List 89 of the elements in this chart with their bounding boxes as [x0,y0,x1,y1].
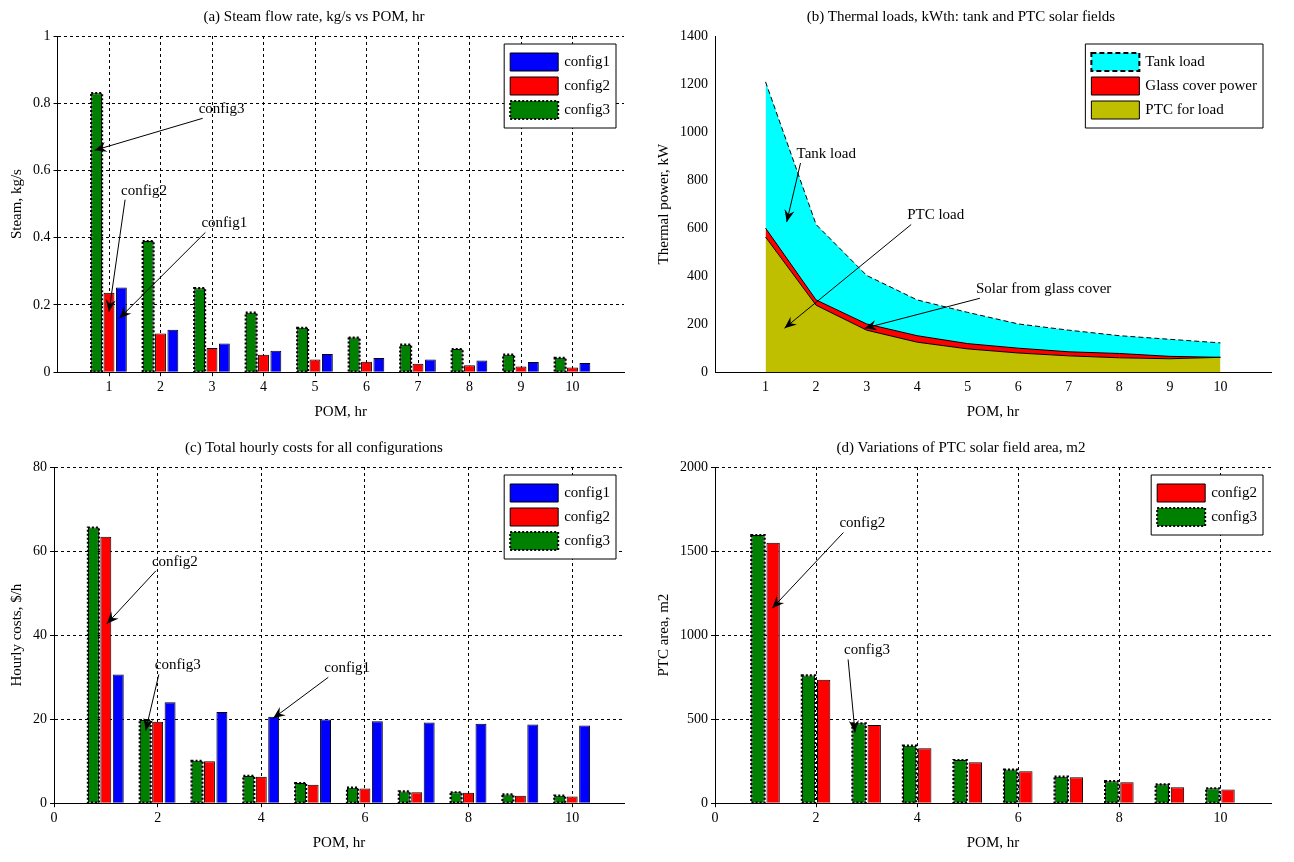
y-tick-label: 2000 [680,458,708,474]
legend-label: config2 [564,76,611,93]
x-tick-label: 8 [1115,379,1123,395]
legend-label: config2 [564,507,611,524]
x-tick-label: 2 [154,810,162,826]
x-tick-label: 10 [565,810,580,826]
y-tick-label: 600 [687,219,708,235]
x-axis-title: POM, hr [966,833,1020,850]
x-tick-label: 2 [812,379,820,395]
x-tick-label: 8 [1115,810,1123,826]
y-axis-title: Hourly costs, $/h [7,583,24,687]
legend-label: config1 [564,483,611,500]
x-tick-label: 6 [1014,379,1022,395]
y-tick-label: 1000 [680,626,708,642]
annotation: config2 [151,552,198,569]
legend-label: config3 [1211,507,1258,524]
annotation: config2 [121,181,167,198]
annotation: config3 [198,100,245,117]
x-tick-label: 7 [1065,379,1073,395]
y-tick-label: 40 [33,626,47,642]
legend-label: Tank load [1145,52,1206,69]
legend-label: config3 [564,100,611,117]
x-tick-label: 7 [414,379,422,395]
y-tick-label: 800 [687,171,708,187]
x-tick-label: 10 [565,379,580,395]
y-tick-label: 1000 [680,123,708,139]
x-axis-title: POM, hr [312,833,366,850]
y-axis-title: Thermal power, kW [654,142,671,265]
y-tick-label: 500 [687,710,708,726]
y-tick-label: 0 [701,794,708,810]
chart-title: (b) Thermal loads, kWth: tank and PTC solar fields [806,7,1116,25]
annotation: config3 [154,656,201,673]
x-tick-label: 8 [466,379,473,395]
x-tick-label: 6 [363,379,370,395]
x-tick-label: 9 [1166,379,1174,395]
y-tick-label: 1500 [680,542,708,558]
y-tick-label: 0.2 [33,296,51,312]
x-tick-label: 4 [913,379,921,395]
x-tick-label: 3 [208,379,216,395]
y-tick-label: 80 [33,458,47,474]
y-tick-label: 1400 [680,27,708,43]
y-tick-label: 200 [687,315,708,331]
legend-label: PTC for load [1145,100,1225,117]
annotation: config3 [844,641,890,658]
annotation: Tank load [796,144,857,161]
annotation: PTC load [907,206,965,223]
chart-title: (c) Total hourly costs for all configurations [185,438,444,456]
x-tick-label: 3 [863,379,871,395]
y-axis-title: PTC area, m2 [654,593,671,677]
legend-label: config2 [1211,483,1258,500]
x-tick-label: 0 [711,810,719,826]
y-tick-label: 60 [33,542,47,558]
y-tick-label: 20 [33,710,47,726]
x-tick-label: 4 [257,810,265,826]
x-tick-label: 6 [361,810,369,826]
legend-label: Glass cover power [1145,76,1258,93]
y-tick-label: 0.6 [33,162,51,178]
x-tick-label: 4 [913,810,921,826]
x-tick-label: 1 [762,379,770,395]
x-tick-label: 5 [964,379,972,395]
x-tick-label: 2 [812,810,820,826]
x-tick-label: 4 [260,379,267,395]
y-tick-label: 400 [687,267,708,283]
y-tick-label: 0.4 [33,229,51,245]
x-tick-label: 1 [105,379,113,395]
annotation: Solar from glass cover [975,280,1112,297]
x-tick-label: 10 [1213,379,1228,395]
x-axis-title: POM, hr [314,402,368,419]
x-tick-label: 9 [517,379,525,395]
x-tick-label: 2 [157,379,164,395]
annotation: config2 [839,514,886,531]
annotation: config1 [324,659,371,676]
y-axis-title: Steam, kg/s [7,168,24,240]
chart-title: (d) Variations of PTC solar field area, m2 [836,438,1086,456]
x-tick-label: 8 [465,810,473,826]
legend-label: config3 [564,531,611,548]
y-tick-label: 0.8 [33,94,51,110]
chart-title: (a) Steam flow rate, kg/s vs POM, hr [203,7,425,25]
y-tick-label: 0 [40,794,47,810]
annotation: config1 [201,214,248,231]
x-tick-label: 5 [311,379,319,395]
y-tick-label: 0 [701,363,708,379]
x-axis-title: POM, hr [966,402,1020,419]
y-tick-label: 1 [43,27,51,43]
x-tick-label: 10 [1213,810,1228,826]
x-tick-label: 6 [1014,810,1022,826]
y-tick-label: 1200 [680,75,708,91]
y-tick-label: 0 [43,363,51,379]
legend-label: config1 [564,52,611,69]
